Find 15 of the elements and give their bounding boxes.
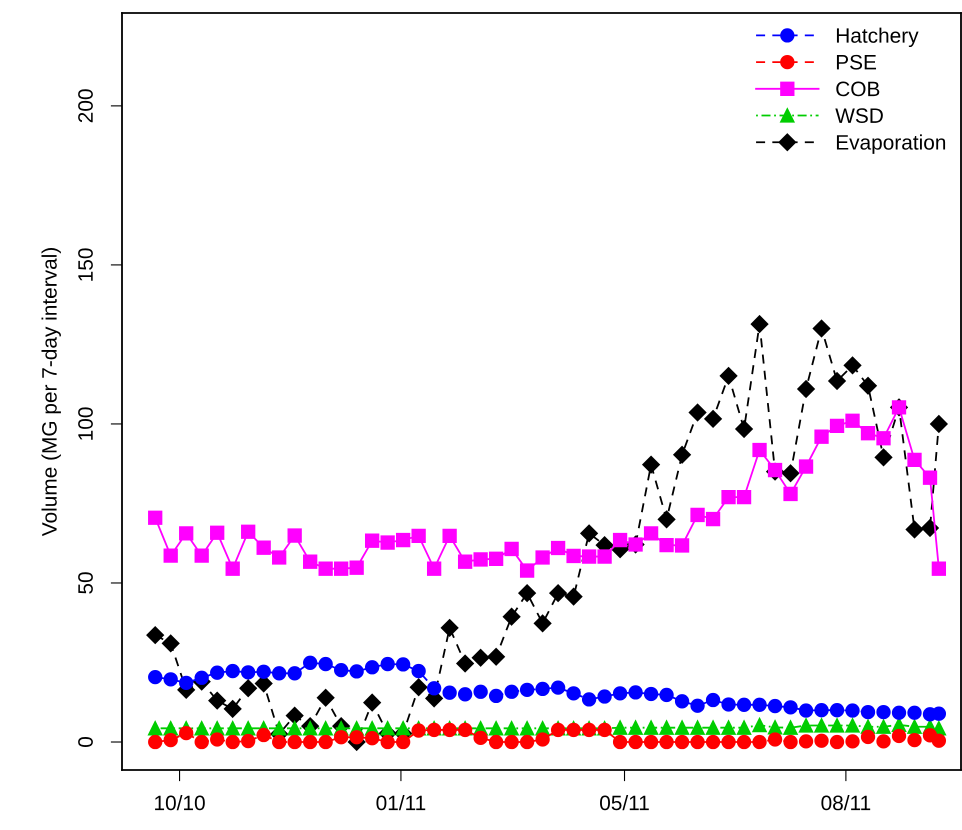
- legend-label: PSE: [836, 54, 876, 70]
- x-tick-label: 05/11: [600, 795, 649, 810]
- y-tick-label: 50: [78, 572, 93, 594]
- y-tick-label: 200: [78, 89, 93, 122]
- y-axis-title: Volume (MG per 7-day interval): [41, 248, 61, 536]
- legend-label: COB: [836, 82, 880, 96]
- x-tick-label: 01/11: [376, 795, 426, 810]
- y-tick-label: 0: [78, 737, 93, 747]
- legend-label: WSD: [835, 108, 883, 124]
- y-tick-label: 100: [78, 407, 93, 440]
- legend-label: Hatchery: [836, 28, 919, 48]
- y-tick-label: 150: [78, 248, 93, 281]
- x-tick-label: 10/10: [155, 795, 205, 810]
- legend-label: Evaporation: [836, 134, 946, 154]
- x-tick-label: 08/11: [821, 795, 870, 810]
